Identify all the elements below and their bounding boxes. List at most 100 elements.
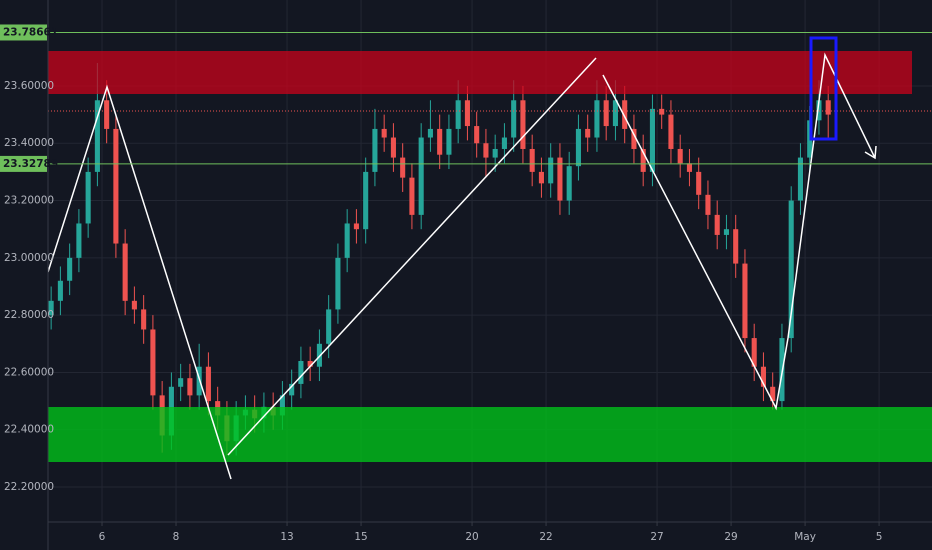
candle-body [427, 128, 433, 138]
candle-body [437, 128, 443, 155]
candle-body [326, 309, 332, 344]
highlight-box [809, 36, 838, 141]
trend-line [602, 52, 876, 411]
candle-body [381, 128, 387, 138]
resistance-zone [48, 51, 912, 94]
candle-body [501, 137, 507, 149]
candle-body [141, 309, 147, 330]
candle-body [187, 378, 193, 396]
candle-body [733, 229, 739, 264]
candle-body [520, 100, 526, 149]
candle-body [289, 383, 295, 396]
candle-body [696, 171, 702, 195]
price-axis-bg [0, 0, 48, 550]
candle-body [409, 177, 415, 215]
candle-body [307, 360, 313, 367]
candle-body [742, 263, 748, 339]
support-zone [48, 407, 932, 462]
candle-body [492, 148, 498, 158]
candle-body [178, 378, 184, 387]
x-tick-label: 15 [354, 531, 367, 543]
candle-body [788, 200, 794, 339]
candle-body [474, 126, 480, 144]
arrow-head [864, 145, 877, 160]
candle-body [631, 128, 637, 149]
candle-body [57, 280, 63, 301]
x-tick-label: 13 [280, 531, 293, 543]
candle-body [723, 229, 729, 235]
candle-body [104, 100, 110, 129]
x-tick-label: 27 [650, 531, 663, 543]
x-tick-label: 29 [724, 531, 737, 543]
candle-body [594, 100, 600, 138]
candle-body [566, 166, 572, 201]
y-tick-label: 23.40000 [4, 137, 54, 149]
candle-body [511, 100, 517, 138]
candle-body [714, 214, 720, 235]
candle-body [113, 128, 119, 244]
candle-body [400, 157, 406, 178]
candle-body [797, 157, 803, 201]
x-tick-label: 20 [465, 531, 478, 543]
candle-body [372, 128, 378, 172]
candle-body [575, 128, 581, 167]
candle-body [548, 157, 554, 184]
candle-body [659, 108, 665, 115]
candle-body [585, 128, 591, 138]
candle-body [622, 100, 628, 129]
trend-line [47, 84, 232, 480]
x-tick-label: May [794, 531, 816, 543]
candle-body [464, 100, 470, 127]
y-tick-label: 22.80000 [4, 309, 54, 321]
level-badge [0, 24, 47, 41]
drawings [47, 36, 932, 480]
candle-body [603, 100, 609, 127]
y-tick-label: 22.40000 [4, 424, 54, 436]
level-label: 23.32789 [3, 158, 58, 170]
candle-body [390, 137, 396, 158]
candle-body [825, 100, 831, 115]
candle-body [131, 300, 137, 310]
candle-body [344, 223, 350, 258]
candle-body [196, 366, 202, 396]
y-tick-label: 22.60000 [4, 366, 54, 378]
candle-body [446, 128, 452, 155]
candle-body [483, 143, 489, 158]
candle-body [816, 100, 822, 121]
candle-body [557, 157, 563, 201]
candle-body [612, 100, 618, 127]
candle-body [751, 338, 757, 367]
candle-body [85, 171, 91, 224]
candle-body [279, 395, 285, 416]
candle-body [150, 329, 156, 396]
candle-body [335, 257, 341, 310]
candle-body [770, 386, 776, 402]
candle-body [418, 137, 424, 215]
candle-body [122, 243, 128, 301]
candle-body [529, 148, 535, 172]
candle-body [298, 360, 304, 384]
candle-body [538, 171, 544, 184]
candle-body [455, 100, 461, 129]
x-tick-label: 22 [539, 531, 552, 543]
levels [48, 31, 932, 165]
level-badge [0, 155, 47, 172]
y-tick-label: 22.20000 [4, 481, 54, 493]
candle-body [94, 100, 100, 172]
candle-body [649, 108, 655, 172]
candle-body [76, 223, 82, 258]
y-tick-label: 23.00000 [4, 252, 54, 264]
y-tick-label: 23.60000 [4, 80, 54, 92]
x-tick-label: 5 [876, 531, 883, 543]
candle-body [760, 366, 766, 387]
candle-body [316, 343, 322, 367]
level-label: 23.78661 [3, 26, 58, 38]
candle-body [205, 366, 211, 402]
candle-body [705, 194, 711, 215]
trend-line [227, 57, 597, 456]
candle-body [48, 300, 54, 316]
candle-body [67, 257, 73, 281]
candle-body [686, 163, 692, 172]
